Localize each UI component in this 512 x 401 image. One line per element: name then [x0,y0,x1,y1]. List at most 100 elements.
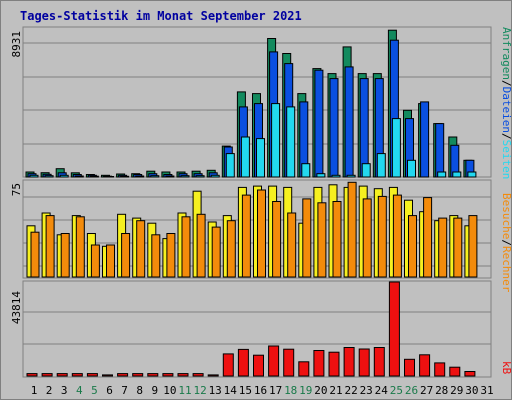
x-tick-label-7: 7 [121,384,128,397]
bar-kb-day-16 [253,354,264,377]
bar-kb-day-26 [404,358,415,377]
bar-rechner-day-11 [181,216,191,278]
legend-anfragen: Anfragen [500,27,512,80]
x-tick-label-20: 20 [314,384,327,397]
bar-dateien-day-21 [329,78,339,178]
panel-bottom-ymax-label: 43814 [10,291,23,324]
bar-seiten-day-12 [195,175,205,178]
legend-separator: / [500,80,512,87]
bar-kb-day-14 [222,353,234,377]
bar-rechner-day-25 [392,194,402,278]
bar-kb-day-4 [71,373,83,377]
bar-dateien-day-20 [314,69,324,178]
bar-kb-day-13 [207,374,219,377]
bar-rechner-day-4 [75,216,85,278]
bar-seiten-day-29 [452,171,462,178]
bar-seiten-day-18 [286,106,296,178]
x-tick-label-27: 27 [420,384,433,397]
x-tick-label-17: 17 [269,384,282,397]
panel-bottom-bars [26,281,476,377]
x-tick-label-5: 5 [91,384,98,397]
bar-kb-day-11 [177,373,189,377]
bar-kb-day-17 [268,345,280,377]
x-tick-label-25: 25 [390,384,403,397]
bar-seiten-day-17 [271,103,281,178]
x-tick-label-8: 8 [136,384,143,397]
bar-kb-day-18 [283,348,295,377]
panel-top-bars [25,29,477,178]
bar-rechner-day-7 [121,233,131,278]
bar-seiten-day-1 [29,174,39,178]
bar-kb-day-25 [388,281,400,377]
panel-middle-bars [26,181,478,278]
bar-kb-day-20 [313,350,325,377]
x-tick-label-26: 26 [405,384,418,397]
bar-kb-day-28 [434,362,446,377]
bar-seiten-day-7 [120,175,130,178]
x-tick-label-11: 11 [178,384,191,397]
bar-dateien-day-27 [420,101,430,178]
bar-kb-day-5 [86,373,98,377]
bar-kb-day-15 [237,348,249,377]
x-tick-label-21: 21 [329,384,342,397]
panel-middle: 75 Besuche/Rechner [10,179,512,293]
x-tick-label-24: 24 [375,384,389,397]
bar-seiten-day-20 [316,173,326,178]
panel-bottom: 43814 kB [10,280,512,378]
bar-seiten-day-22 [346,174,356,178]
bar-kb-day-24 [373,347,385,377]
bar-rechner-day-3 [60,233,70,278]
bar-seiten-day-9 [150,175,160,178]
chart-title: Tages-Statistik im Monat September 2021 [20,9,302,23]
bar-rechner-day-27 [423,197,433,278]
bar-seiten-day-14 [225,153,235,178]
bar-seiten-day-25 [391,118,401,178]
bar-seiten-day-13 [210,174,220,178]
bar-rechner-day-1 [30,231,40,278]
x-tick-label-22: 22 [344,384,357,397]
panel-middle-series-label: Besuche/Rechner [500,193,512,293]
bar-rechner-day-28 [438,217,448,278]
panel-bottom-border [22,280,492,378]
bar-seiten-day-30 [467,171,477,178]
panel-top: 8931 Anfragen/Dateien/Seiten [10,26,512,179]
bar-seiten-day-11 [180,175,190,178]
x-tick-label-4: 4 [76,384,83,397]
panel-middle-ymax-label: 75 [10,183,23,196]
x-tick-label-14: 14 [224,384,238,397]
bar-rechner-day-16 [257,189,266,278]
bar-seiten-day-21 [331,174,341,178]
bar-rechner-day-26 [408,215,417,278]
bar-kb-day-9 [147,373,159,377]
bar-rechner-day-6 [106,244,115,278]
bar-rechner-day-29 [453,217,463,278]
legend-seiten: Seiten [500,140,512,180]
x-tick-label-15: 15 [239,384,252,397]
bar-kb-day-12 [192,373,204,377]
bar-rechner-day-19 [302,198,312,278]
x-tick-label-2: 2 [46,384,53,397]
legend-dateien: Dateien [500,87,512,133]
bar-seiten-day-15 [240,136,250,178]
bar-rechner-day-8 [136,220,146,278]
panel-top-series-label: Anfragen/Dateien/Seiten [500,27,512,179]
panel-bottom-series-label: kB [500,361,512,375]
x-axis-labels: 1 2 3 4 5 6 7 8 9 10 11 12 13 14 15 16 17 18 19 20 21 22 23 24 2… [31,384,494,397]
bar-seiten-day-8 [135,175,145,178]
bar-dateien-day-22 [344,66,354,178]
x-tick-label-23: 23 [360,384,373,397]
bar-kb-day-7 [117,373,129,377]
bar-rechner-day-5 [90,244,100,278]
legend-rechner: Rechner [500,246,512,293]
bar-rechner-day-21 [332,201,342,278]
bar-kb-day-2 [41,373,53,377]
x-tick-label-13: 13 [209,384,222,397]
bar-seiten-day-23 [361,163,371,178]
x-tick-label-3: 3 [61,384,68,397]
bar-rechner-day-2 [45,215,55,278]
bar-kb-day-6 [102,374,113,377]
bar-rechner-day-24 [377,195,387,278]
bar-kb-day-1 [26,373,38,377]
